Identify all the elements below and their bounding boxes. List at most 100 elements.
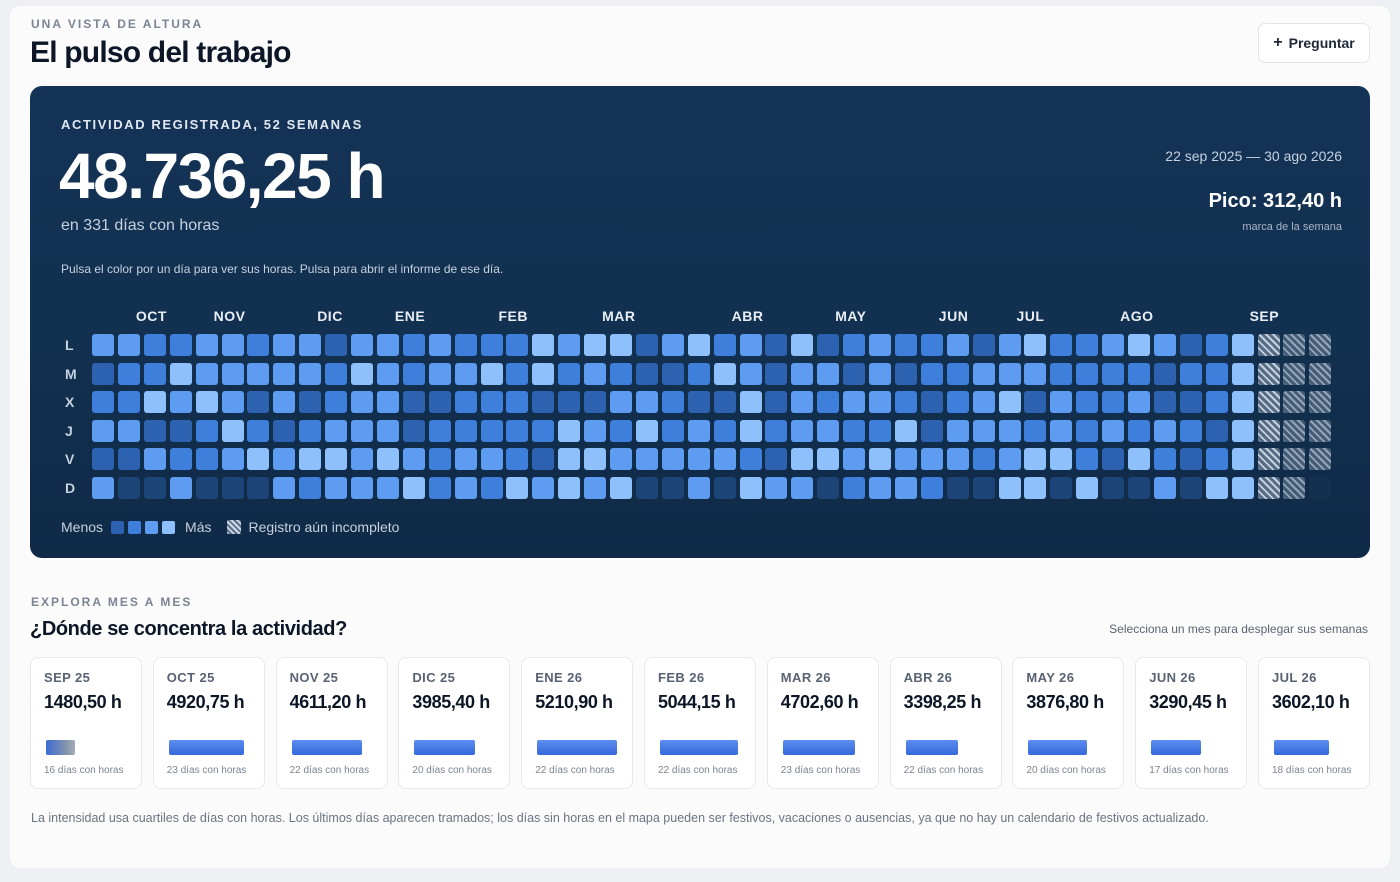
heatmap-day-cell[interactable]: [506, 448, 529, 470]
heatmap-day-cell[interactable]: [221, 476, 244, 499]
heatmap-day-cell[interactable]: [325, 362, 348, 385]
heatmap-day-cell[interactable]: [1257, 362, 1280, 385]
heatmap-day-cell[interactable]: [351, 334, 373, 356]
heatmap-day-cell[interactable]: [1102, 476, 1125, 499]
heatmap-day-cell[interactable]: [1050, 391, 1073, 413]
heatmap-day-cell[interactable]: [1283, 476, 1306, 499]
heatmap-day-cell[interactable]: [635, 334, 658, 356]
heatmap-day-cell[interactable]: [1205, 391, 1228, 413]
heatmap-day-cell[interactable]: [1050, 448, 1073, 470]
heatmap-day-cell[interactable]: [894, 391, 917, 413]
heatmap-day-cell[interactable]: [843, 391, 866, 413]
heatmap-day-cell[interactable]: [299, 391, 322, 413]
heatmap-day-cell[interactable]: [169, 362, 192, 385]
heatmap-day-cell[interactable]: [351, 419, 373, 442]
heatmap-day-cell[interactable]: [1153, 419, 1176, 442]
heatmap-day-cell[interactable]: [920, 362, 943, 385]
heatmap-day-cell[interactable]: [1179, 448, 1202, 470]
heatmap-day-cell[interactable]: [376, 419, 399, 442]
heatmap-day-cell[interactable]: [687, 391, 710, 413]
month-card[interactable]: ENE 26 5210,90 h 22 días con horas: [521, 657, 634, 789]
heatmap-day-cell[interactable]: [998, 391, 1021, 413]
heatmap-day-cell[interactable]: [143, 362, 166, 385]
heatmap-day-cell[interactable]: [325, 448, 348, 470]
heatmap-day-cell[interactable]: [920, 419, 943, 442]
heatmap-day-cell[interactable]: [817, 448, 840, 470]
heatmap-day-cell[interactable]: [791, 362, 814, 385]
heatmap-day-cell[interactable]: [1102, 362, 1125, 385]
heatmap-day-cell[interactable]: [661, 391, 684, 413]
heatmap-day-cell[interactable]: [1231, 334, 1254, 356]
heatmap-day-cell[interactable]: [843, 362, 866, 385]
heatmap-day-cell[interactable]: [1076, 419, 1099, 442]
heatmap-day-cell[interactable]: [247, 448, 270, 470]
heatmap-day-cell[interactable]: [428, 448, 451, 470]
heatmap-day-cell[interactable]: [920, 391, 943, 413]
heatmap-day-cell[interactable]: [894, 476, 917, 499]
heatmap-day-cell[interactable]: [1050, 362, 1073, 385]
month-card[interactable]: FEB 26 5044,15 h 22 días con horas: [644, 657, 756, 789]
heatmap-day-cell[interactable]: [1309, 334, 1332, 356]
heatmap-day-cell[interactable]: [325, 476, 348, 499]
heatmap-day-cell[interactable]: [1128, 334, 1150, 356]
heatmap-day-cell[interactable]: [1309, 448, 1332, 470]
heatmap-day-cell[interactable]: [558, 448, 581, 470]
heatmap-day-cell[interactable]: [1153, 391, 1176, 413]
heatmap-day-cell[interactable]: [998, 419, 1021, 442]
heatmap-day-cell[interactable]: [1076, 362, 1099, 385]
heatmap-day-cell[interactable]: [273, 362, 296, 385]
heatmap-day-cell[interactable]: [402, 419, 425, 442]
heatmap-day-cell[interactable]: [1179, 362, 1202, 385]
heatmap-day-cell[interactable]: [325, 419, 348, 442]
heatmap-day-cell[interactable]: [946, 391, 969, 413]
heatmap-day-cell[interactable]: [584, 334, 607, 356]
heatmap-day-cell[interactable]: [635, 476, 658, 499]
heatmap-day-cell[interactable]: [998, 448, 1021, 470]
heatmap-day-cell[interactable]: [506, 419, 529, 442]
heatmap-day-cell[interactable]: [1153, 362, 1176, 385]
heatmap-day-cell[interactable]: [791, 419, 814, 442]
heatmap-day-cell[interactable]: [273, 476, 296, 499]
heatmap-day-cell[interactable]: [817, 334, 840, 356]
heatmap-day-cell[interactable]: [558, 362, 581, 385]
heatmap-day-cell[interactable]: [143, 419, 166, 442]
heatmap-day-cell[interactable]: [739, 419, 762, 442]
heatmap-day-cell[interactable]: [946, 476, 969, 499]
month-card[interactable]: NOV 25 4611,20 h 22 días con horas: [275, 657, 388, 789]
heatmap-day-cell[interactable]: [532, 419, 555, 442]
heatmap-day-cell[interactable]: [169, 334, 192, 356]
heatmap-day-cell[interactable]: [117, 334, 140, 356]
heatmap-day-cell[interactable]: [1076, 391, 1099, 413]
heatmap-day-cell[interactable]: [1205, 334, 1228, 356]
heatmap-day-cell[interactable]: [687, 448, 710, 470]
heatmap-day-cell[interactable]: [713, 476, 736, 499]
heatmap-day-cell[interactable]: [376, 391, 399, 413]
heatmap-day-cell[interactable]: [713, 419, 736, 442]
heatmap-day-cell[interactable]: [558, 476, 581, 499]
heatmap-day-cell[interactable]: [1128, 448, 1150, 470]
heatmap-day-cell[interactable]: [117, 448, 140, 470]
heatmap-day-cell[interactable]: [610, 391, 632, 413]
heatmap-day-cell[interactable]: [894, 334, 917, 356]
heatmap-day-cell[interactable]: [1102, 334, 1125, 356]
heatmap-day-cell[interactable]: [480, 419, 503, 442]
heatmap-day-cell[interactable]: [584, 391, 607, 413]
heatmap-day-cell[interactable]: [1179, 419, 1202, 442]
heatmap-day-cell[interactable]: [1179, 391, 1202, 413]
heatmap-day-cell[interactable]: [299, 334, 322, 356]
heatmap-day-cell[interactable]: [299, 476, 322, 499]
heatmap-day-cell[interactable]: [480, 334, 503, 356]
heatmap-day-cell[interactable]: [92, 362, 114, 385]
heatmap-day-cell[interactable]: [661, 448, 684, 470]
heatmap-day-cell[interactable]: [765, 334, 788, 356]
heatmap-day-cell[interactable]: [817, 476, 840, 499]
heatmap-day-cell[interactable]: [1231, 476, 1254, 499]
heatmap-day-cell[interactable]: [869, 419, 891, 442]
heatmap-day-cell[interactable]: [1283, 334, 1306, 356]
heatmap-day-cell[interactable]: [635, 391, 658, 413]
heatmap-day-cell[interactable]: [454, 362, 477, 385]
heatmap-day-cell[interactable]: [661, 362, 684, 385]
heatmap-day-cell[interactable]: [273, 334, 296, 356]
heatmap-day-cell[interactable]: [247, 334, 270, 356]
heatmap-day-cell[interactable]: [713, 334, 736, 356]
